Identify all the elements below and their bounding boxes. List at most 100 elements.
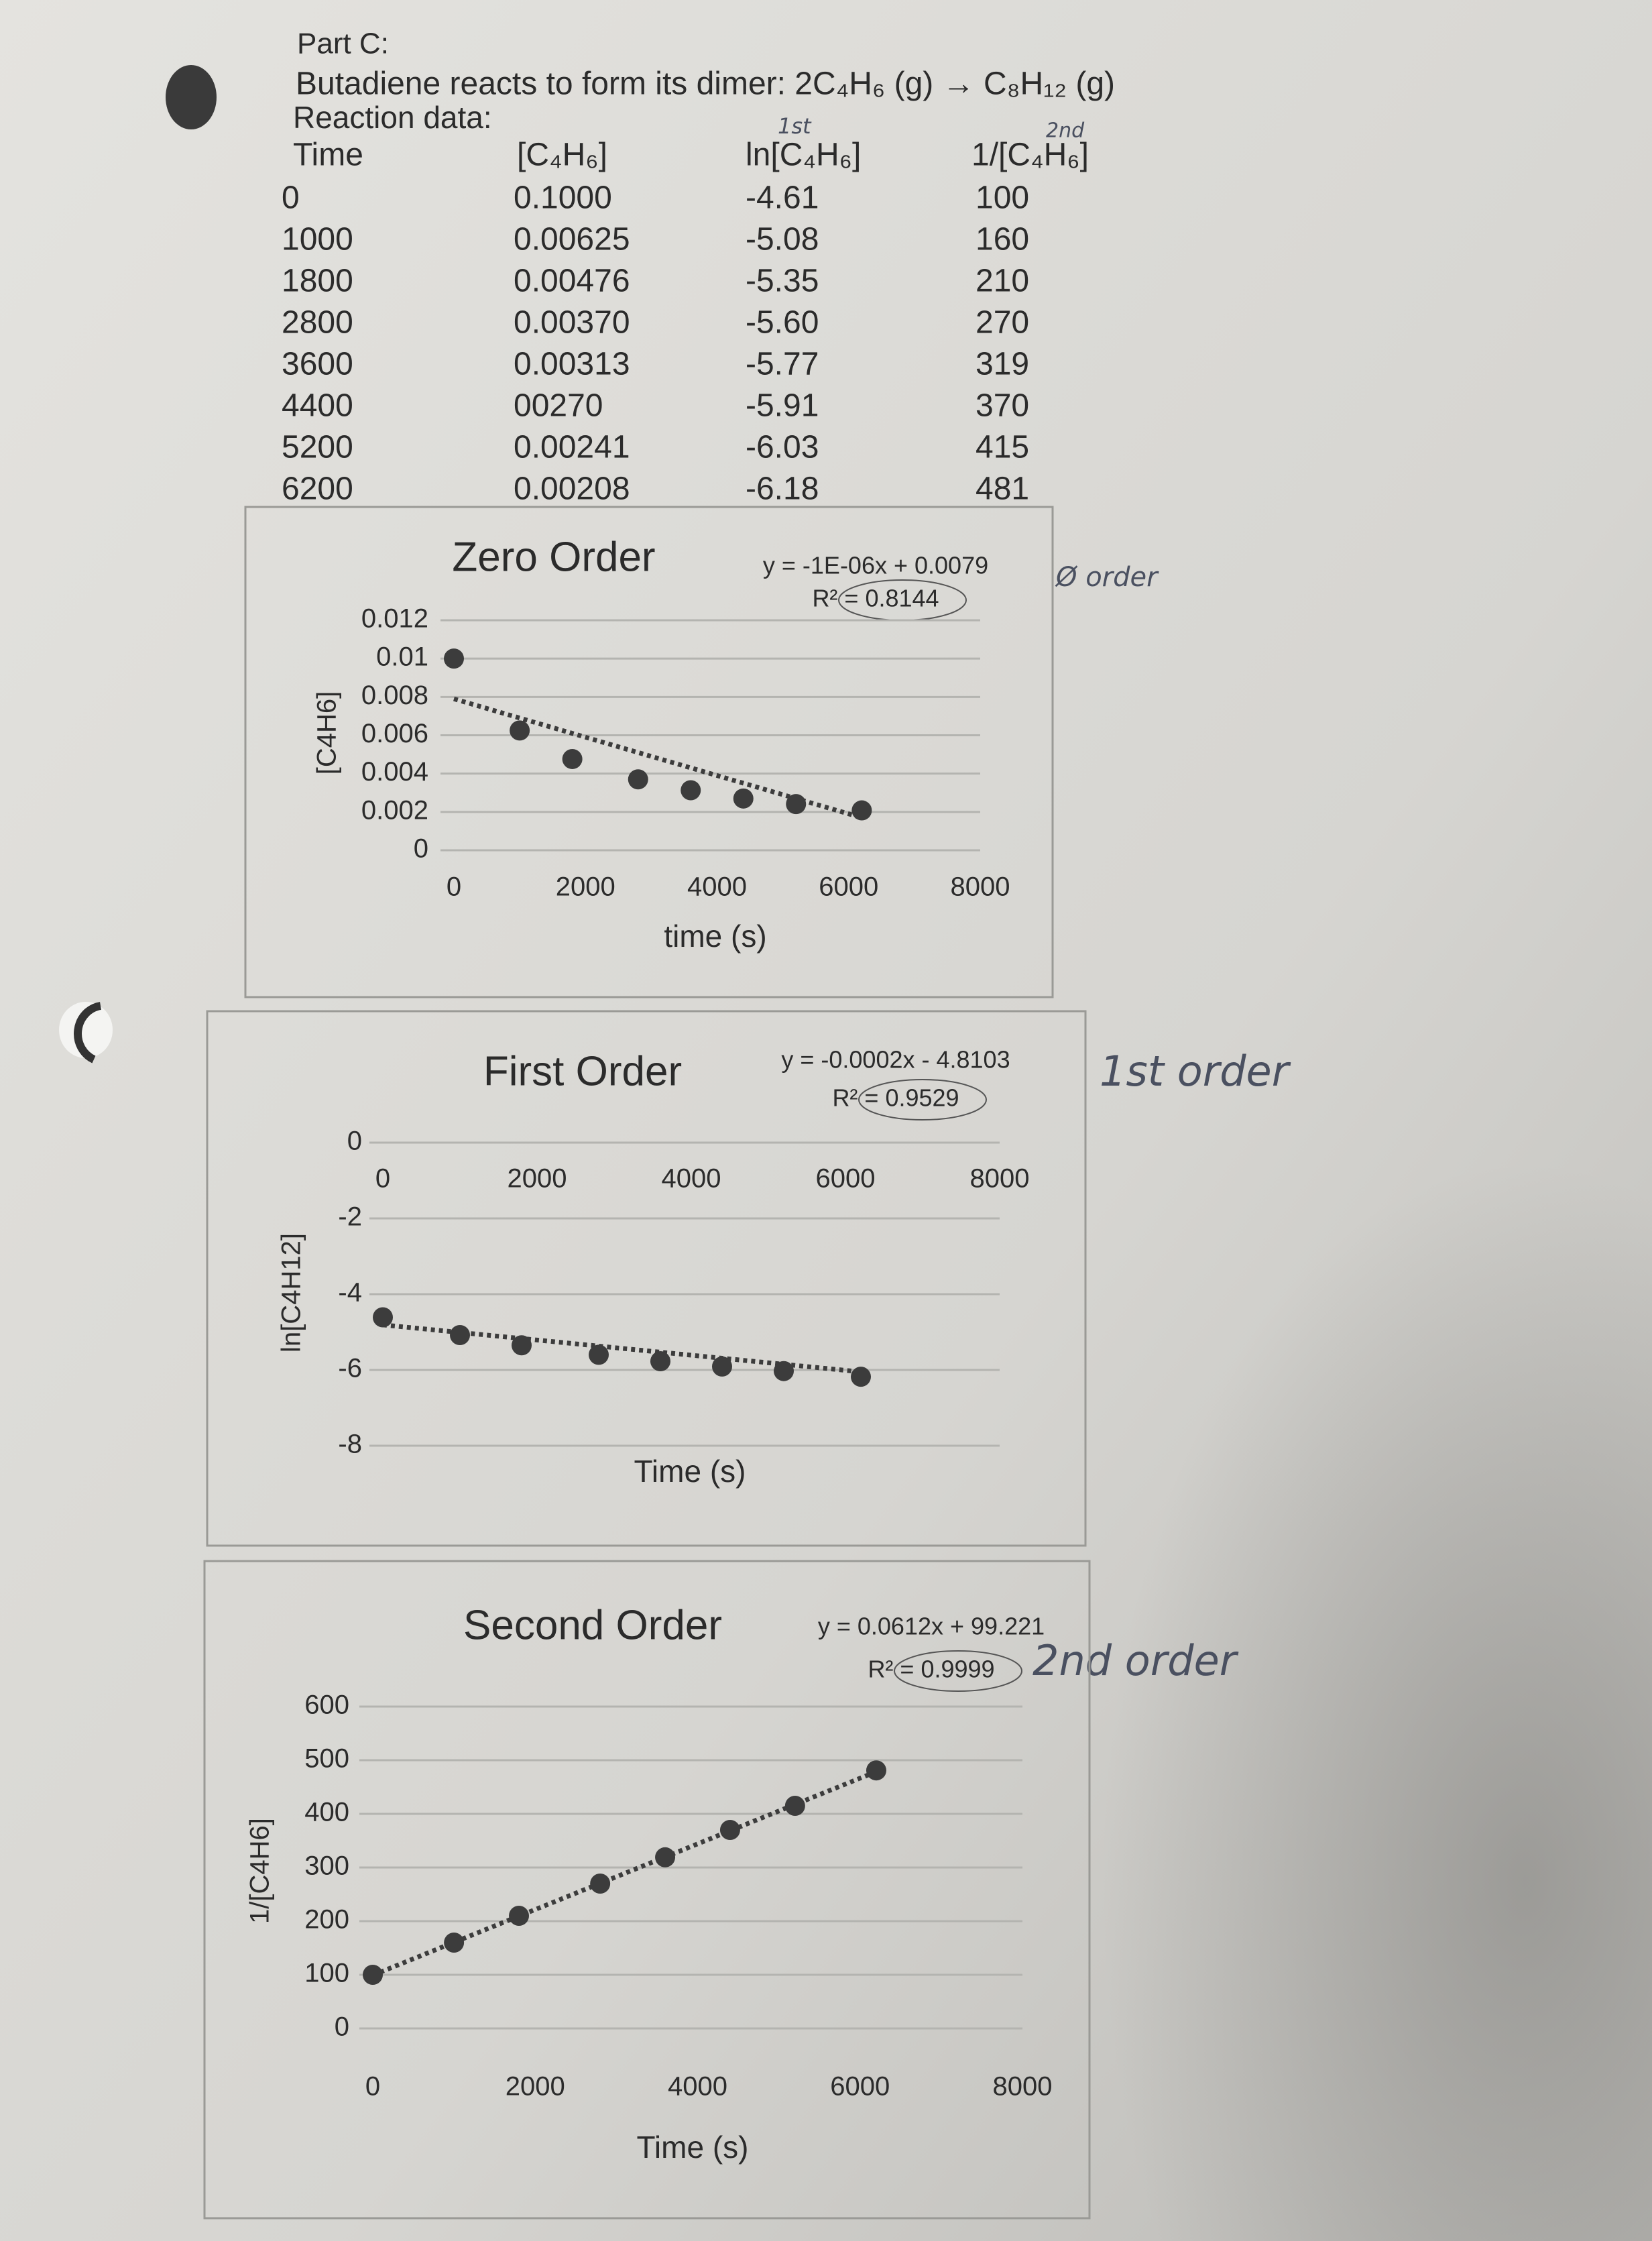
table-cell: 2800 (282, 305, 353, 341)
punch-hole-edge (74, 1002, 102, 1064)
chart-frame (203, 1560, 1091, 2220)
data-point (733, 788, 754, 809)
data-point (774, 1361, 794, 1381)
handwriting: 2nd order (1032, 1636, 1239, 1685)
table-cell: 319 (976, 347, 1029, 382)
table-cell: 370 (976, 388, 1029, 424)
data-point (655, 1847, 676, 1868)
handwriting: Ø order (1055, 562, 1159, 593)
data-point (866, 1760, 886, 1781)
punch-hole (59, 1002, 113, 1058)
x-tick-label: 4000 (662, 1164, 721, 1194)
x-tick-label: 6000 (819, 872, 878, 902)
y-tick-label: 0.002 (361, 795, 428, 825)
table-cell: -5.08 (746, 222, 819, 257)
x-tick-label: 8000 (951, 872, 1010, 902)
table-cell: -6.18 (746, 471, 819, 507)
data-point (712, 1356, 732, 1377)
data-point (650, 1351, 670, 1372)
table-cell: 00270 (514, 388, 603, 424)
r-squared: R² = 0.9529 (832, 1084, 959, 1112)
data-point (719, 1820, 740, 1840)
table-cell: -5.60 (746, 305, 819, 341)
y-tick-label: -8 (338, 1430, 362, 1459)
table-cell: 0.1000 (514, 180, 612, 216)
table-cell: 100 (976, 180, 1029, 216)
punch-hole (166, 65, 217, 129)
table-cell: 0.00370 (514, 305, 630, 341)
data-point (444, 648, 464, 669)
column-header: ln[C₄H₆] (746, 137, 861, 173)
r-squared: R² = 0.9999 (868, 1656, 994, 1683)
table-cell: -4.61 (746, 180, 819, 216)
x-axis-label: time (s) (664, 919, 766, 954)
table-cell: 415 (976, 430, 1029, 465)
chart-title: Second Order (463, 1602, 722, 1648)
y-tick-label: 400 (304, 1798, 349, 1827)
table-cell: -5.77 (746, 347, 819, 382)
table-cell: 0.00313 (514, 347, 630, 382)
y-tick-label: -2 (338, 1202, 362, 1232)
y-tick-label: 0 (414, 834, 428, 864)
title: Butadiene reacts to form its dimer: 2C₄H… (296, 66, 1115, 102)
data-point (450, 1325, 470, 1346)
table-cell: 3600 (282, 347, 353, 382)
chart-frame (244, 506, 1054, 998)
y-tick-label: 0 (347, 1127, 362, 1156)
y-tick-label: 100 (304, 1959, 349, 1988)
r-squared: R² = 0.8144 (812, 585, 939, 612)
x-tick-label: 2000 (508, 1164, 567, 1194)
handwriting: 2nd (1046, 119, 1085, 143)
data-point (444, 1933, 465, 1953)
data-point (628, 769, 648, 790)
column-header: 1/[C₄H₆] (971, 137, 1089, 173)
equation: y = -0.0002x - 4.8103 (781, 1046, 1010, 1074)
chart-title: Zero Order (452, 534, 655, 580)
y-tick-label: 0.012 (361, 604, 428, 634)
data-point (562, 748, 583, 769)
handwriting: 1st (778, 113, 812, 139)
table-cell: -5.91 (746, 388, 819, 424)
x-tick-label: 8000 (993, 2072, 1053, 2102)
y-tick-label: 0.004 (361, 757, 428, 787)
data-point (590, 1874, 611, 1894)
table-cell: 0.00625 (514, 222, 630, 257)
data-point (589, 1344, 609, 1365)
x-tick-label: 2000 (556, 872, 615, 902)
y-tick-label: 500 (304, 1744, 349, 1774)
table-cell: 6200 (282, 471, 353, 507)
table-cell: -5.35 (746, 264, 819, 299)
y-tick-label: 0.008 (361, 681, 428, 710)
table-cell: 0.00476 (514, 264, 630, 299)
y-axis-label: [C4H6] (312, 691, 342, 775)
x-tick-label: 0 (375, 1164, 390, 1194)
x-tick-label: 8000 (970, 1164, 1030, 1194)
x-tick-label: 0 (365, 2072, 380, 2102)
data-point (786, 794, 807, 815)
table-cell: 0 (282, 180, 300, 216)
column-header: Time (293, 137, 363, 173)
table-cell: 210 (976, 264, 1029, 299)
y-tick-label: 0 (335, 2012, 349, 2042)
x-tick-label: 0 (447, 872, 461, 902)
handwritten-circle (894, 1650, 1022, 1692)
equation: y = -1E-06x + 0.0079 (763, 552, 988, 579)
table-cell: 1800 (282, 264, 353, 299)
y-axis-label: ln[C4H12] (277, 1233, 306, 1353)
data-point (510, 720, 530, 741)
x-tick-label: 6000 (830, 2072, 890, 2102)
subtitle: Reaction data: (293, 100, 492, 135)
table-cell: 5200 (282, 430, 353, 465)
chart-frame (206, 1010, 1087, 1547)
x-axis-label: Time (s) (634, 1454, 746, 1489)
data-point (509, 1906, 530, 1926)
part-label: Part C: (297, 27, 389, 60)
handwritten-circle (858, 1079, 987, 1120)
y-tick-label: 200 (304, 1905, 349, 1935)
equation: y = 0.0612x + 99.221 (818, 1613, 1045, 1640)
table-cell: 0.00208 (514, 471, 630, 507)
table-cell: 0.00241 (514, 430, 630, 465)
x-tick-label: 2000 (506, 2072, 565, 2102)
